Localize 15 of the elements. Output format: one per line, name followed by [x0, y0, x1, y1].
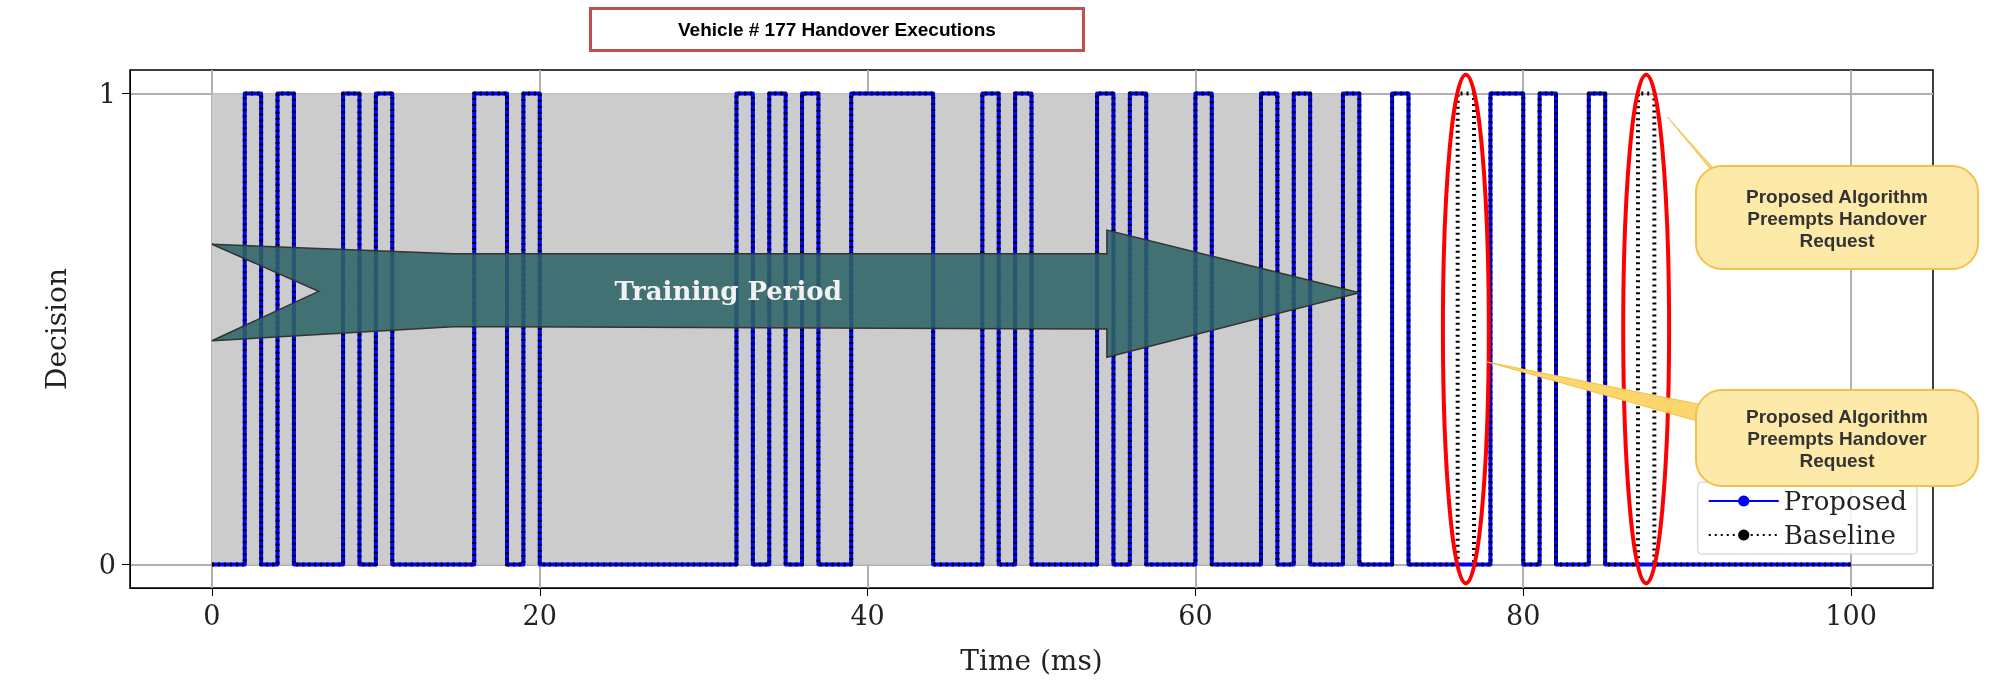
- x-tick-label: 100: [1825, 600, 1877, 631]
- legend-label: Proposed: [1783, 486, 1907, 516]
- x-tick-label: 40: [850, 600, 885, 631]
- legend-label: Baseline: [1783, 520, 1896, 550]
- x-tick-label: 80: [1506, 600, 1541, 631]
- y-tick-label: 1: [98, 78, 116, 110]
- annotation: Proposed Algorithm Preempts Handover Request: [1746, 406, 1928, 471]
- x-tick-label: 60: [1178, 600, 1213, 631]
- y-axis-title: Decision: [39, 268, 73, 390]
- x-tick-label: 0: [203, 600, 221, 631]
- band-label: Training Period: [614, 276, 842, 307]
- x-tick-label: 20: [522, 600, 557, 631]
- chart-title: Vehicle # 177 Handover Executions: [678, 19, 996, 40]
- x-axis-title: Time (ms): [960, 643, 1103, 677]
- annotation: Proposed Algorithm Preempts Handover Request: [1746, 185, 1928, 251]
